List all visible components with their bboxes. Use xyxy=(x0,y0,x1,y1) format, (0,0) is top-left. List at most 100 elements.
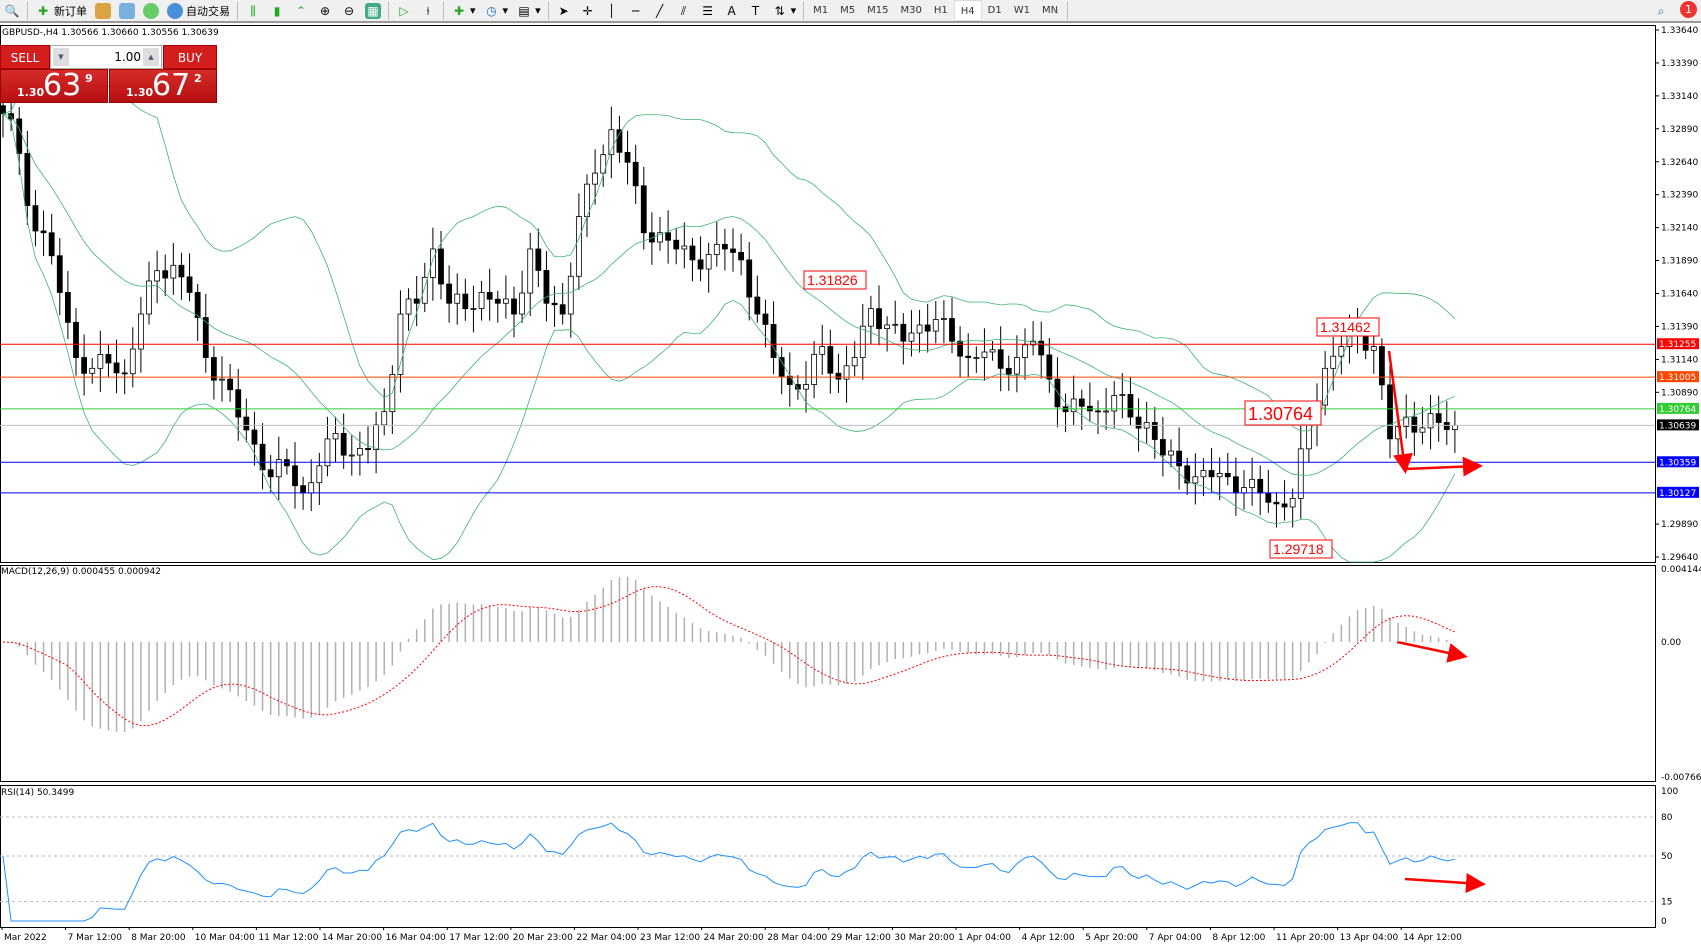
candle-body xyxy=(219,378,225,381)
fibonacci-icon[interactable]: ☰ xyxy=(702,3,713,18)
timeframe-m30[interactable]: M30 xyxy=(900,5,922,16)
candle-body xyxy=(267,469,274,478)
candle-body xyxy=(1411,416,1418,433)
text-label-icon[interactable]: T xyxy=(751,3,760,18)
sell-price-fraction: 9 xyxy=(85,72,93,85)
candle-body xyxy=(113,362,120,374)
candle-body xyxy=(89,367,96,374)
macd-tick-label: 0.004144 xyxy=(1661,565,1701,575)
auto-trading-icon xyxy=(167,2,183,19)
signals-button[interactable] xyxy=(139,0,163,21)
auto-trading-button[interactable]: 自动交易 xyxy=(163,0,234,21)
candle-body xyxy=(308,482,315,494)
lot-increase-button[interactable]: ▲ xyxy=(143,48,159,66)
candle-body xyxy=(162,270,169,279)
notification-badge[interactable]: 1 xyxy=(1680,1,1697,18)
vertical-line-icon[interactable]: │ xyxy=(607,3,616,18)
trendline-icon[interactable]: ╱ xyxy=(655,3,664,18)
candle-body xyxy=(851,357,858,367)
candle-body xyxy=(867,308,874,327)
equidistant-channel-icon[interactable]: ⫽ xyxy=(680,3,687,18)
candle-body xyxy=(1184,465,1191,484)
candle-body xyxy=(129,348,136,375)
zoom-in-icon[interactable]: ⊕ xyxy=(319,3,331,18)
candle-body xyxy=(908,332,915,342)
autoscroll-icon[interactable]: ▷ xyxy=(399,3,409,18)
price-annotation: 1.31462 xyxy=(1320,319,1371,335)
candle-body xyxy=(1208,470,1215,478)
sell-price[interactable]: 1.30 63 9 xyxy=(0,68,108,103)
buy-price[interactable]: 1.30 67 2 xyxy=(109,68,217,103)
lot-input[interactable] xyxy=(73,48,141,66)
time-label: 20 Mar 23:00 xyxy=(513,933,573,943)
horizontal-line-icon[interactable]: ─ xyxy=(631,3,640,18)
periods-clock-icon[interactable]: ◷ ▾ xyxy=(486,3,509,18)
time-label: 14 Mar 20:00 xyxy=(322,933,382,943)
candle-body xyxy=(738,252,745,261)
macd-tick-label: 0.00 xyxy=(1661,638,1681,648)
sell-price-pips: 63 xyxy=(43,68,82,103)
candle-body xyxy=(1095,410,1101,413)
search-icon[interactable]: ⌕ xyxy=(1657,3,1665,18)
timeframe-m1[interactable]: M1 xyxy=(813,5,829,16)
divider xyxy=(237,1,238,20)
candle-body xyxy=(324,438,331,467)
candle-body xyxy=(32,205,39,232)
tile-windows-icon[interactable]: ▦ xyxy=(361,0,385,21)
sell-button[interactable]: SELL xyxy=(0,45,50,69)
macd-pane-frame xyxy=(0,565,1656,782)
price-level-label: 1.30639 xyxy=(1659,421,1696,431)
market-watch-button[interactable] xyxy=(91,0,115,21)
bar-chart-button[interactable]: ⫼ xyxy=(250,3,256,18)
lot-decrease-button[interactable]: ▼ xyxy=(53,48,69,66)
new-order-button[interactable]: ✚ 新订单 xyxy=(31,0,91,21)
timeframe-h4[interactable]: H4 xyxy=(953,0,982,21)
macd-signal-line xyxy=(2,586,1456,727)
candle-body xyxy=(543,270,550,304)
time-label: 23 Mar 12:00 xyxy=(640,933,700,943)
candle-body xyxy=(892,323,899,326)
price-level-tag xyxy=(1657,419,1699,431)
indicators-button[interactable]: ✚ ▾ xyxy=(453,3,476,18)
line-chart-button[interactable]: ⌃ xyxy=(295,3,307,18)
time-label: 28 Mar 04:00 xyxy=(767,933,827,943)
data-window-button[interactable] xyxy=(115,0,139,21)
candle-body xyxy=(592,172,599,185)
candle-body xyxy=(170,264,177,279)
candle-body xyxy=(640,185,647,234)
candlestick-button[interactable]: ▮ xyxy=(273,3,281,18)
candle-body xyxy=(48,232,55,257)
timeframe-m5[interactable]: M5 xyxy=(840,5,856,16)
candle-body xyxy=(1265,492,1272,503)
candle-body xyxy=(373,424,380,451)
timeframe-mn[interactable]: MN xyxy=(1041,5,1059,16)
timeframe-d1[interactable]: D1 xyxy=(987,5,1002,16)
timeframe-w1[interactable]: W1 xyxy=(1013,5,1030,16)
candle-body xyxy=(1054,378,1061,408)
candle-body xyxy=(884,324,891,330)
search-icon[interactable]: 🔍 xyxy=(4,3,20,18)
price-chart[interactable]: 1.312551.310051.307641.306391.303591.301… xyxy=(0,25,1701,945)
bollinger-lower xyxy=(2,113,1456,563)
candle-body xyxy=(1159,439,1166,456)
candle-body xyxy=(754,296,761,315)
candle-body xyxy=(259,443,266,471)
price-tick-label: 1.30890 xyxy=(1661,388,1698,398)
timeframe-m15[interactable]: M15 xyxy=(867,5,889,16)
cursor-icon[interactable]: ➤ xyxy=(558,3,569,18)
crosshair-icon[interactable]: ✛ xyxy=(582,3,593,18)
time-label: 10 Mar 04:00 xyxy=(195,933,255,943)
price-level-tag xyxy=(1657,456,1699,468)
timeframe-h1[interactable]: H1 xyxy=(933,5,948,16)
candle-body xyxy=(827,346,834,374)
templates-icon[interactable]: ▤ ▾ xyxy=(518,3,541,18)
candle-body xyxy=(1273,501,1280,505)
candle-body xyxy=(470,308,477,310)
arrows-icon[interactable]: ⇅ ▾ xyxy=(774,3,797,18)
text-icon[interactable]: A xyxy=(727,3,736,18)
candle-body xyxy=(697,259,704,270)
buy-button[interactable]: BUY xyxy=(163,45,217,69)
macd-tick-label: -0.007664 xyxy=(1661,773,1701,783)
zoom-out-icon[interactable]: ⊖ xyxy=(343,3,355,18)
chart-shift-icon[interactable]: ⫮ xyxy=(426,3,430,18)
